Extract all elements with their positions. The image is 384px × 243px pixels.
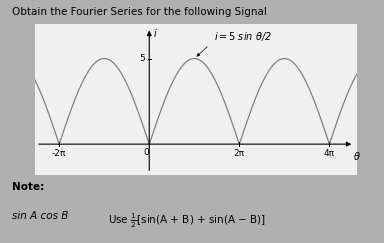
Text: Use $\frac{1}{2}$[sin(A + B) + sin(A $-$ B)]: Use $\frac{1}{2}$[sin(A + B) + sin(A $-$… bbox=[108, 211, 266, 230]
Text: -2π: -2π bbox=[52, 149, 66, 158]
Text: 4π: 4π bbox=[324, 149, 335, 158]
Text: Note:: Note: bbox=[12, 182, 44, 192]
Text: $\theta$: $\theta$ bbox=[353, 150, 360, 162]
Text: 2π: 2π bbox=[234, 149, 245, 158]
Text: 5: 5 bbox=[139, 54, 145, 63]
Text: Obtain the Fourier Series for the following Signal: Obtain the Fourier Series for the follow… bbox=[12, 7, 266, 17]
Text: $i$: $i$ bbox=[153, 27, 157, 39]
Text: $i = 5$ sin $\theta$/2: $i = 5$ sin $\theta$/2 bbox=[214, 30, 271, 43]
Text: 0: 0 bbox=[144, 148, 149, 157]
Text: sin A cos B: sin A cos B bbox=[12, 211, 68, 221]
